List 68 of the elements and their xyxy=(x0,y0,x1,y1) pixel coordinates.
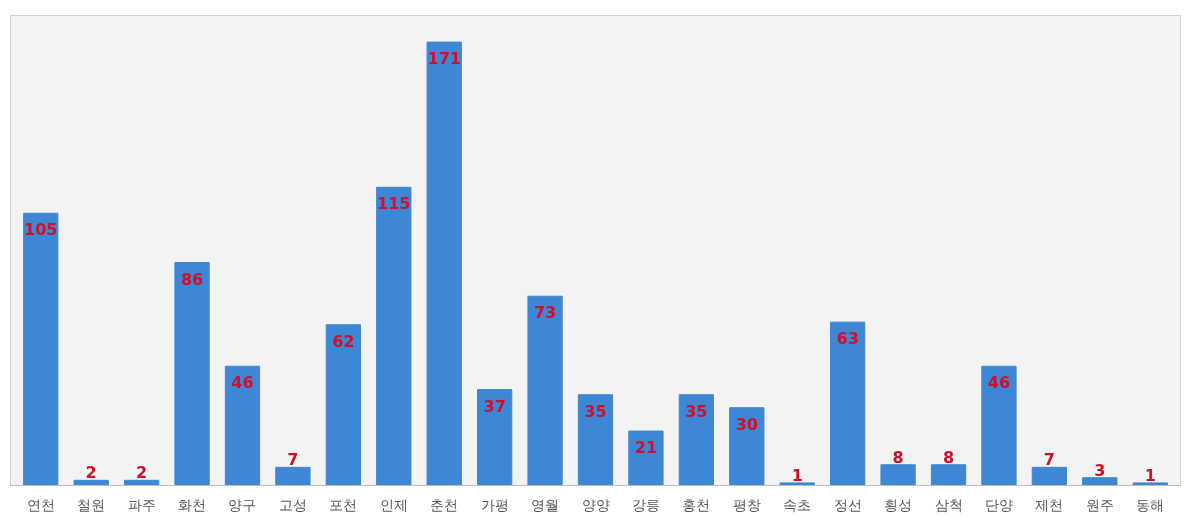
bar xyxy=(880,464,916,486)
x-tick-label: 속초 xyxy=(783,496,812,513)
data-label: 86 xyxy=(180,269,204,289)
x-tick-label: 단양 xyxy=(984,496,1013,513)
bar xyxy=(174,262,210,486)
bar xyxy=(376,186,412,486)
bar xyxy=(729,407,765,486)
bar xyxy=(1082,477,1118,486)
bar xyxy=(527,295,563,486)
x-tick-label: 양구 xyxy=(228,496,257,513)
x-tick-label: 영월 xyxy=(531,496,560,513)
data-label: 62 xyxy=(332,331,355,351)
x-tick-label: 파주 xyxy=(127,496,156,513)
data-label: 3 xyxy=(1094,460,1106,480)
x-tick-label: 제천 xyxy=(1035,496,1064,513)
data-label: 7 xyxy=(1043,450,1055,470)
data-label: 2 xyxy=(136,463,148,483)
data-label: 2 xyxy=(85,463,97,483)
x-tick-label: 포천 xyxy=(329,496,358,513)
x-tick-label: 원주 xyxy=(1085,496,1114,513)
data-label: 105 xyxy=(24,220,58,240)
data-label: 73 xyxy=(533,303,557,323)
x-tick-label: 삼척 xyxy=(934,496,963,513)
bar xyxy=(73,479,109,486)
x-tick-label: 철원 xyxy=(77,496,106,513)
x-tick-label: 강릉 xyxy=(631,496,660,513)
bar xyxy=(275,466,311,486)
data-label: 7 xyxy=(287,450,299,470)
data-label: 35 xyxy=(584,401,607,421)
data-label: 46 xyxy=(231,373,254,393)
x-tick-label: 고성 xyxy=(278,496,307,513)
bar xyxy=(830,321,866,486)
x-tick-label: 가평 xyxy=(480,496,509,513)
bar xyxy=(577,394,614,486)
bar xyxy=(23,212,59,486)
data-label: 8 xyxy=(942,447,955,467)
bar xyxy=(930,464,967,486)
bar xyxy=(476,389,513,486)
x-tick-label: 인제 xyxy=(379,496,408,513)
bar xyxy=(981,365,1017,486)
data-label: 35 xyxy=(685,401,708,421)
data-label: 1 xyxy=(791,465,803,485)
x-tick-label: 홍천 xyxy=(682,496,711,513)
data-label: 1 xyxy=(1144,465,1156,485)
data-label: 171 xyxy=(427,49,461,69)
x-tick-label: 정선 xyxy=(833,496,862,513)
data-label: 30 xyxy=(735,414,758,434)
x-tick-label: 평창 xyxy=(732,496,761,513)
x-tick-label: 춘천 xyxy=(430,496,459,513)
bar xyxy=(224,365,261,486)
bar xyxy=(325,324,361,486)
x-tick-label: 화천 xyxy=(178,496,207,513)
bar xyxy=(779,482,815,486)
bar xyxy=(1031,466,1068,486)
data-label: 115 xyxy=(377,194,411,214)
x-tick-label: 양양 xyxy=(581,496,610,513)
bar xyxy=(628,430,664,486)
data-label: 63 xyxy=(836,329,859,349)
data-label: 21 xyxy=(634,438,658,458)
data-label: 46 xyxy=(987,373,1011,393)
x-tick-label: 횡성 xyxy=(884,496,913,513)
bar xyxy=(1132,482,1168,486)
data-label: 37 xyxy=(483,396,506,416)
bar xyxy=(426,41,462,486)
x-tick-label: 연천 xyxy=(26,496,55,513)
data-label: 8 xyxy=(892,447,904,467)
x-tick-label: 동해 xyxy=(1136,496,1165,513)
bar xyxy=(678,394,715,486)
